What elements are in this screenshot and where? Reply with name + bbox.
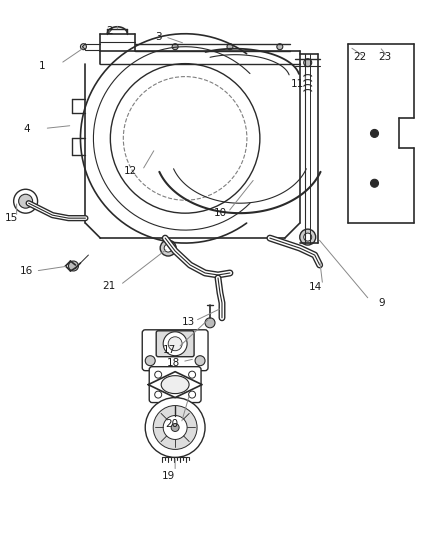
Text: 20: 20 xyxy=(165,419,178,430)
Text: 19: 19 xyxy=(161,471,174,481)
Circle shape xyxy=(123,77,246,200)
Text: 18: 18 xyxy=(166,358,180,368)
Circle shape xyxy=(80,44,86,50)
Circle shape xyxy=(110,63,259,213)
Text: 11: 11 xyxy=(290,78,304,88)
Circle shape xyxy=(153,406,197,449)
Circle shape xyxy=(205,318,215,328)
Text: 14: 14 xyxy=(308,282,321,292)
Circle shape xyxy=(370,130,378,138)
Circle shape xyxy=(168,337,182,351)
Text: 3: 3 xyxy=(155,32,161,42)
Circle shape xyxy=(145,398,205,457)
Circle shape xyxy=(276,44,282,50)
Circle shape xyxy=(303,233,311,241)
Circle shape xyxy=(188,391,195,398)
Circle shape xyxy=(18,194,32,208)
Circle shape xyxy=(68,261,78,271)
Circle shape xyxy=(226,44,233,50)
Text: 12: 12 xyxy=(124,166,137,176)
Circle shape xyxy=(145,356,155,366)
Circle shape xyxy=(160,240,176,256)
Text: 21: 21 xyxy=(102,281,116,291)
Ellipse shape xyxy=(161,376,189,393)
Circle shape xyxy=(164,244,172,252)
Text: 17: 17 xyxy=(162,345,175,355)
Circle shape xyxy=(171,424,179,432)
FancyBboxPatch shape xyxy=(149,367,201,402)
Circle shape xyxy=(14,189,38,213)
Text: 4: 4 xyxy=(23,124,30,134)
Circle shape xyxy=(172,44,178,50)
Text: 22: 22 xyxy=(352,52,365,62)
Circle shape xyxy=(194,356,205,366)
FancyBboxPatch shape xyxy=(142,330,208,370)
FancyBboxPatch shape xyxy=(156,331,194,357)
Circle shape xyxy=(299,229,315,245)
Circle shape xyxy=(154,391,161,398)
Text: 9: 9 xyxy=(377,298,384,308)
Circle shape xyxy=(188,371,195,378)
Text: 2: 2 xyxy=(106,26,113,36)
Text: 1: 1 xyxy=(39,61,46,71)
Circle shape xyxy=(370,179,378,187)
Circle shape xyxy=(163,332,187,356)
Text: 23: 23 xyxy=(377,52,390,62)
Text: 10: 10 xyxy=(213,208,226,218)
Text: 15: 15 xyxy=(5,213,18,223)
Text: 13: 13 xyxy=(181,317,194,327)
Text: 16: 16 xyxy=(20,266,33,276)
Circle shape xyxy=(154,371,161,378)
Circle shape xyxy=(303,59,311,67)
Circle shape xyxy=(163,416,187,439)
